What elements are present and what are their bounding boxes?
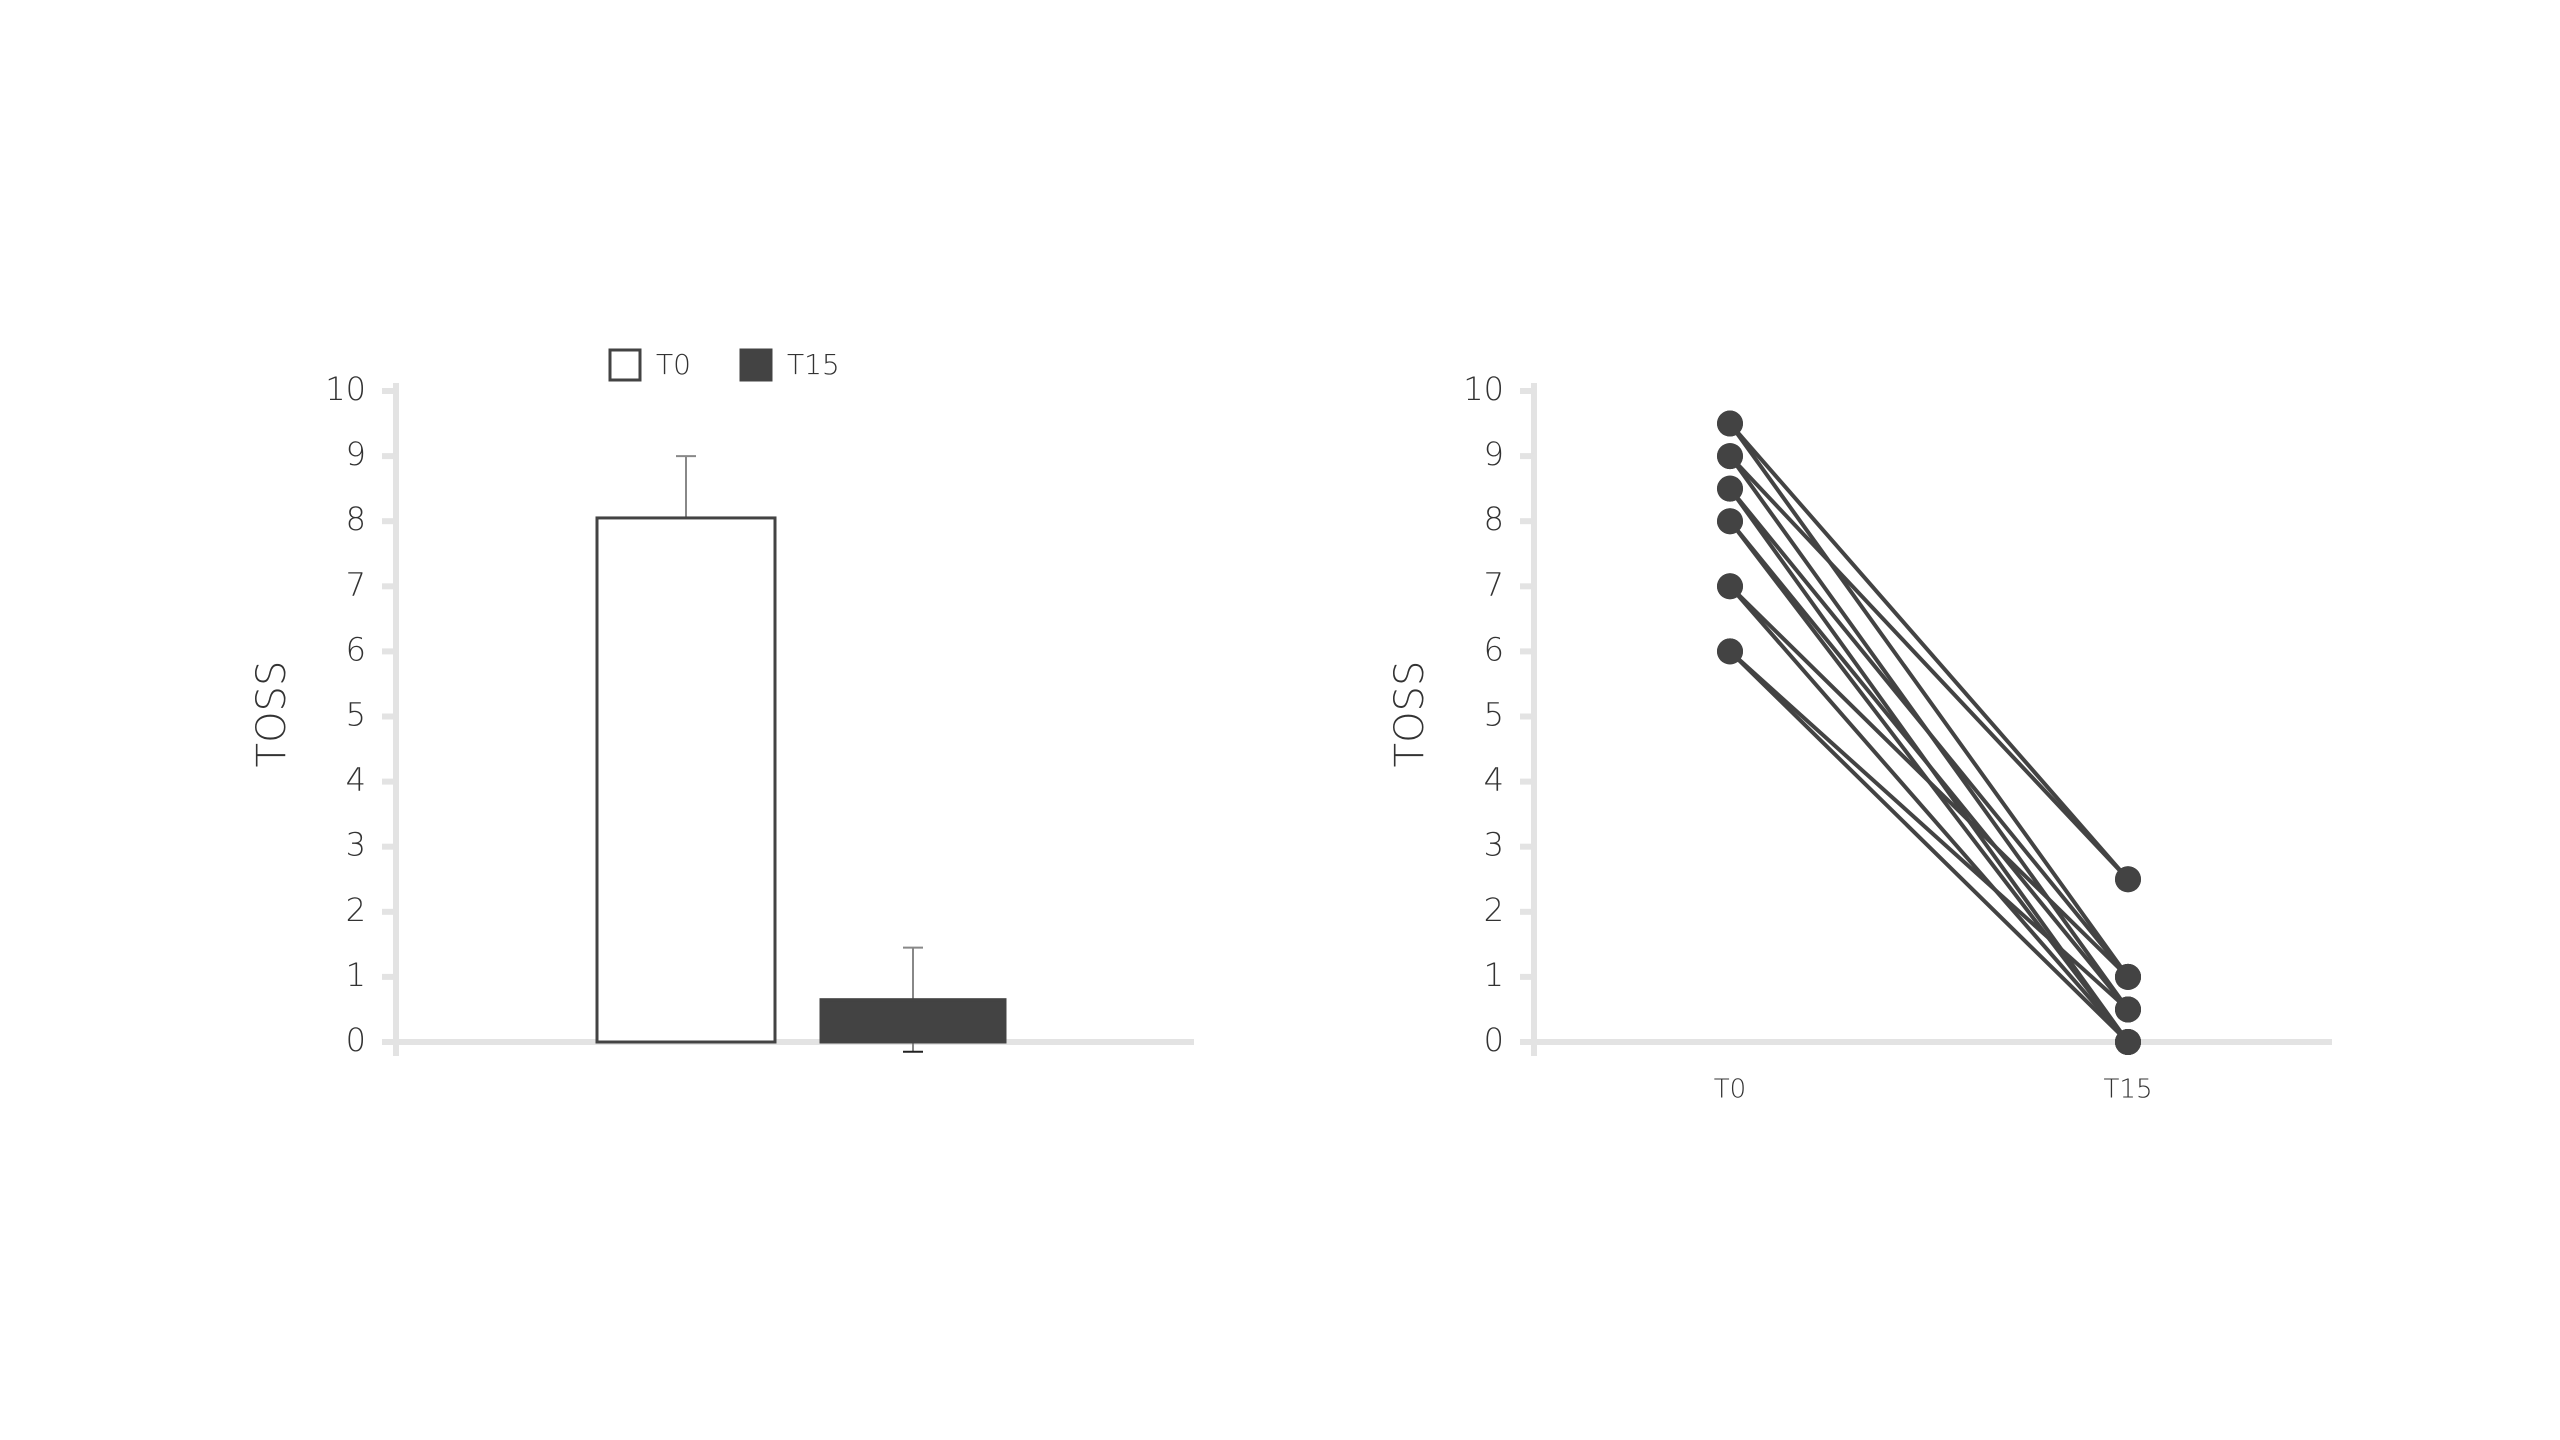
y-tick-label: 8 (1484, 500, 1504, 538)
subject-line (1728, 422, 2130, 881)
y-tick-label: 10 (325, 370, 366, 408)
point (1717, 443, 1743, 470)
bar (819, 998, 1007, 1044)
y-tick-label: 5 (346, 696, 366, 734)
subject-line (1728, 422, 2130, 979)
y-tick-label: 1 (1484, 956, 1504, 994)
subject-line (1728, 487, 2130, 979)
y-axis-label: TOSS (249, 661, 295, 768)
subject-line (1728, 584, 2130, 1044)
y-tick-label: 0 (1484, 1021, 1504, 1059)
x-tick-label: T0 (1714, 1075, 1746, 1105)
subject-line (1728, 649, 2130, 1011)
y-tick-label: 4 (1484, 761, 1504, 799)
subject-line (1728, 584, 2130, 979)
subject-line (1728, 649, 2130, 1044)
y-tick-label: 2 (1484, 891, 1504, 929)
y-tick-label: 2 (346, 891, 366, 929)
y-tick-label: 8 (346, 500, 366, 538)
y-tick-label: 9 (346, 435, 366, 473)
bar (595, 516, 777, 1044)
point (1717, 573, 1743, 600)
legend-label: T15 (787, 348, 840, 381)
point (2115, 996, 2141, 1023)
y-tick-label: 7 (1484, 565, 1504, 603)
y-axis-label: TOSS (1387, 661, 1433, 768)
point (2115, 963, 2141, 990)
y-tick-label: 9 (1484, 435, 1504, 473)
legend-swatch (739, 348, 773, 382)
y-tick-label: 4 (346, 761, 366, 799)
subject-line (1728, 519, 2130, 1011)
y-tick-label: 3 (1484, 826, 1504, 864)
y-tick-label: 3 (346, 826, 366, 864)
y-tick-label: 0 (346, 1021, 366, 1059)
x-tick-label: T15 (2104, 1075, 2153, 1105)
y-tick-label: 1 (346, 956, 366, 994)
y-tick-label: 5 (1484, 696, 1504, 734)
legend-swatch (608, 348, 642, 382)
point (2115, 866, 2141, 893)
point (2115, 1029, 2141, 1055)
point (1717, 475, 1743, 502)
y-tick-label: 6 (1484, 630, 1504, 668)
point (1717, 638, 1743, 665)
y-tick-label: 10 (1463, 370, 1504, 408)
point (1717, 508, 1743, 535)
subject-line (1728, 454, 2130, 881)
point (1717, 410, 1743, 437)
y-tick-label: 6 (346, 630, 366, 668)
y-tick-label: 7 (346, 565, 366, 603)
legend-label: T0 (656, 348, 691, 381)
